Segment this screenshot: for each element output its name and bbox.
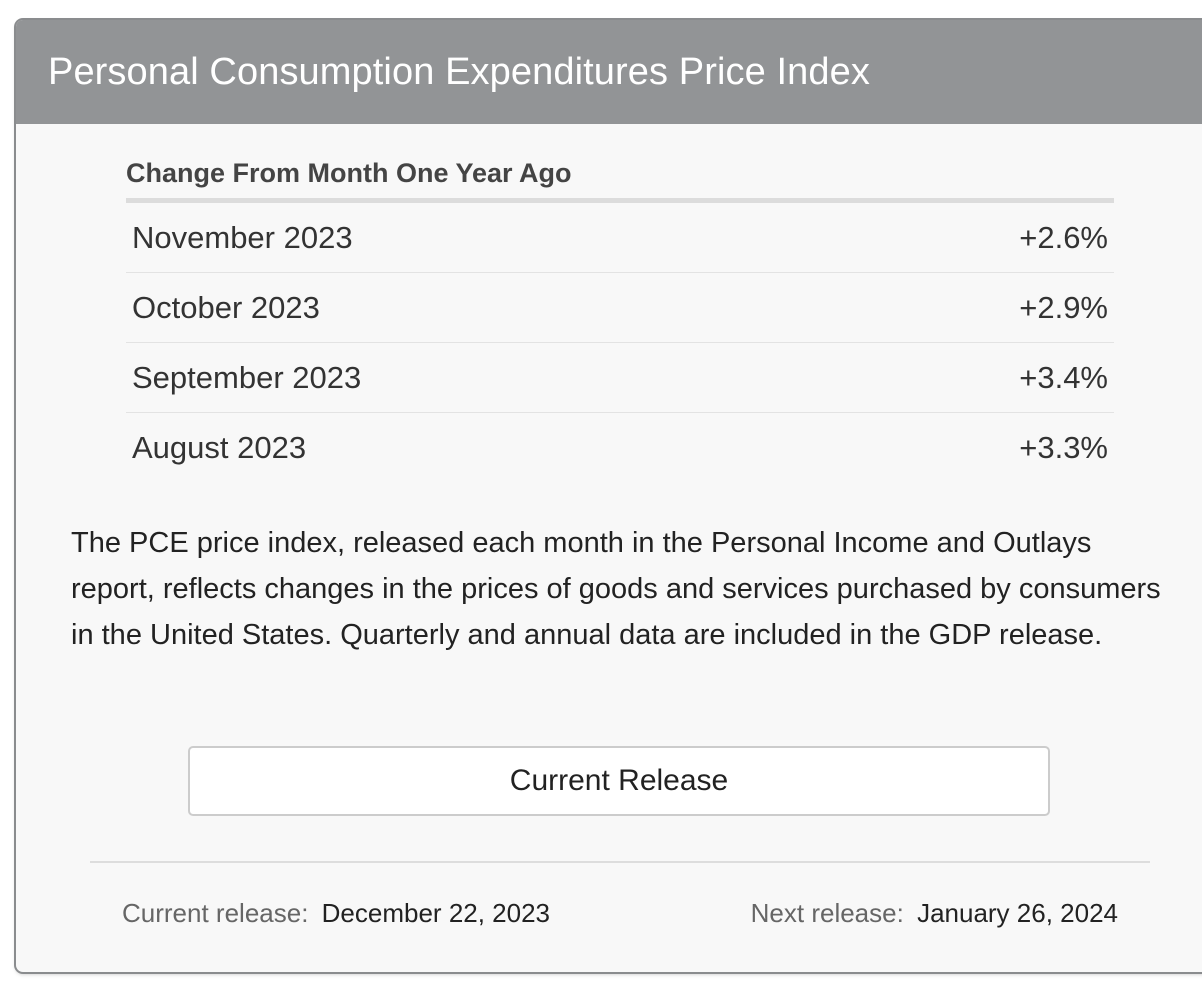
- stat-period: August 2023: [132, 429, 307, 465]
- stat-row: October 2023 +2.9%: [126, 273, 1114, 343]
- stats-caption: Change From Month One Year Ago: [126, 156, 1114, 203]
- card-title: Personal Consumption Expenditures Price …: [48, 50, 870, 93]
- stat-row: August 2023 +3.3%: [126, 413, 1114, 482]
- divider: [90, 861, 1150, 863]
- current-release-date: December 22, 2023: [321, 898, 551, 928]
- pce-card: Personal Consumption Expenditures Price …: [16, 20, 1202, 972]
- next-release-date: January 26, 2024: [917, 898, 1118, 928]
- next-release-info: Next release: January 26, 2024: [751, 898, 1118, 929]
- stat-value: +3.4%: [1019, 359, 1108, 395]
- stat-period: October 2023: [132, 289, 320, 325]
- stats-table: Change From Month One Year Ago November …: [126, 156, 1114, 482]
- card-header: Personal Consumption Expenditures Price …: [16, 20, 1202, 124]
- stat-row: November 2023 +2.6%: [126, 203, 1114, 273]
- stat-period: November 2023: [132, 219, 353, 255]
- stat-row: September 2023 +3.4%: [126, 343, 1114, 413]
- description-text: The PCE price index, released each month…: [71, 527, 1161, 651]
- release-footer: Current release: December 22, 2023 Next …: [122, 898, 1118, 929]
- next-release-label: Next release:: [750, 898, 904, 928]
- stat-value: +3.3%: [1019, 429, 1108, 465]
- current-release-button[interactable]: Current Release: [188, 746, 1050, 816]
- stat-value: +2.6%: [1019, 219, 1108, 255]
- current-release-info: Current release: December 22, 2023: [122, 898, 550, 929]
- current-release-label: Current release:: [122, 898, 309, 928]
- stat-value: +2.9%: [1019, 289, 1108, 325]
- stat-period: September 2023: [132, 359, 362, 395]
